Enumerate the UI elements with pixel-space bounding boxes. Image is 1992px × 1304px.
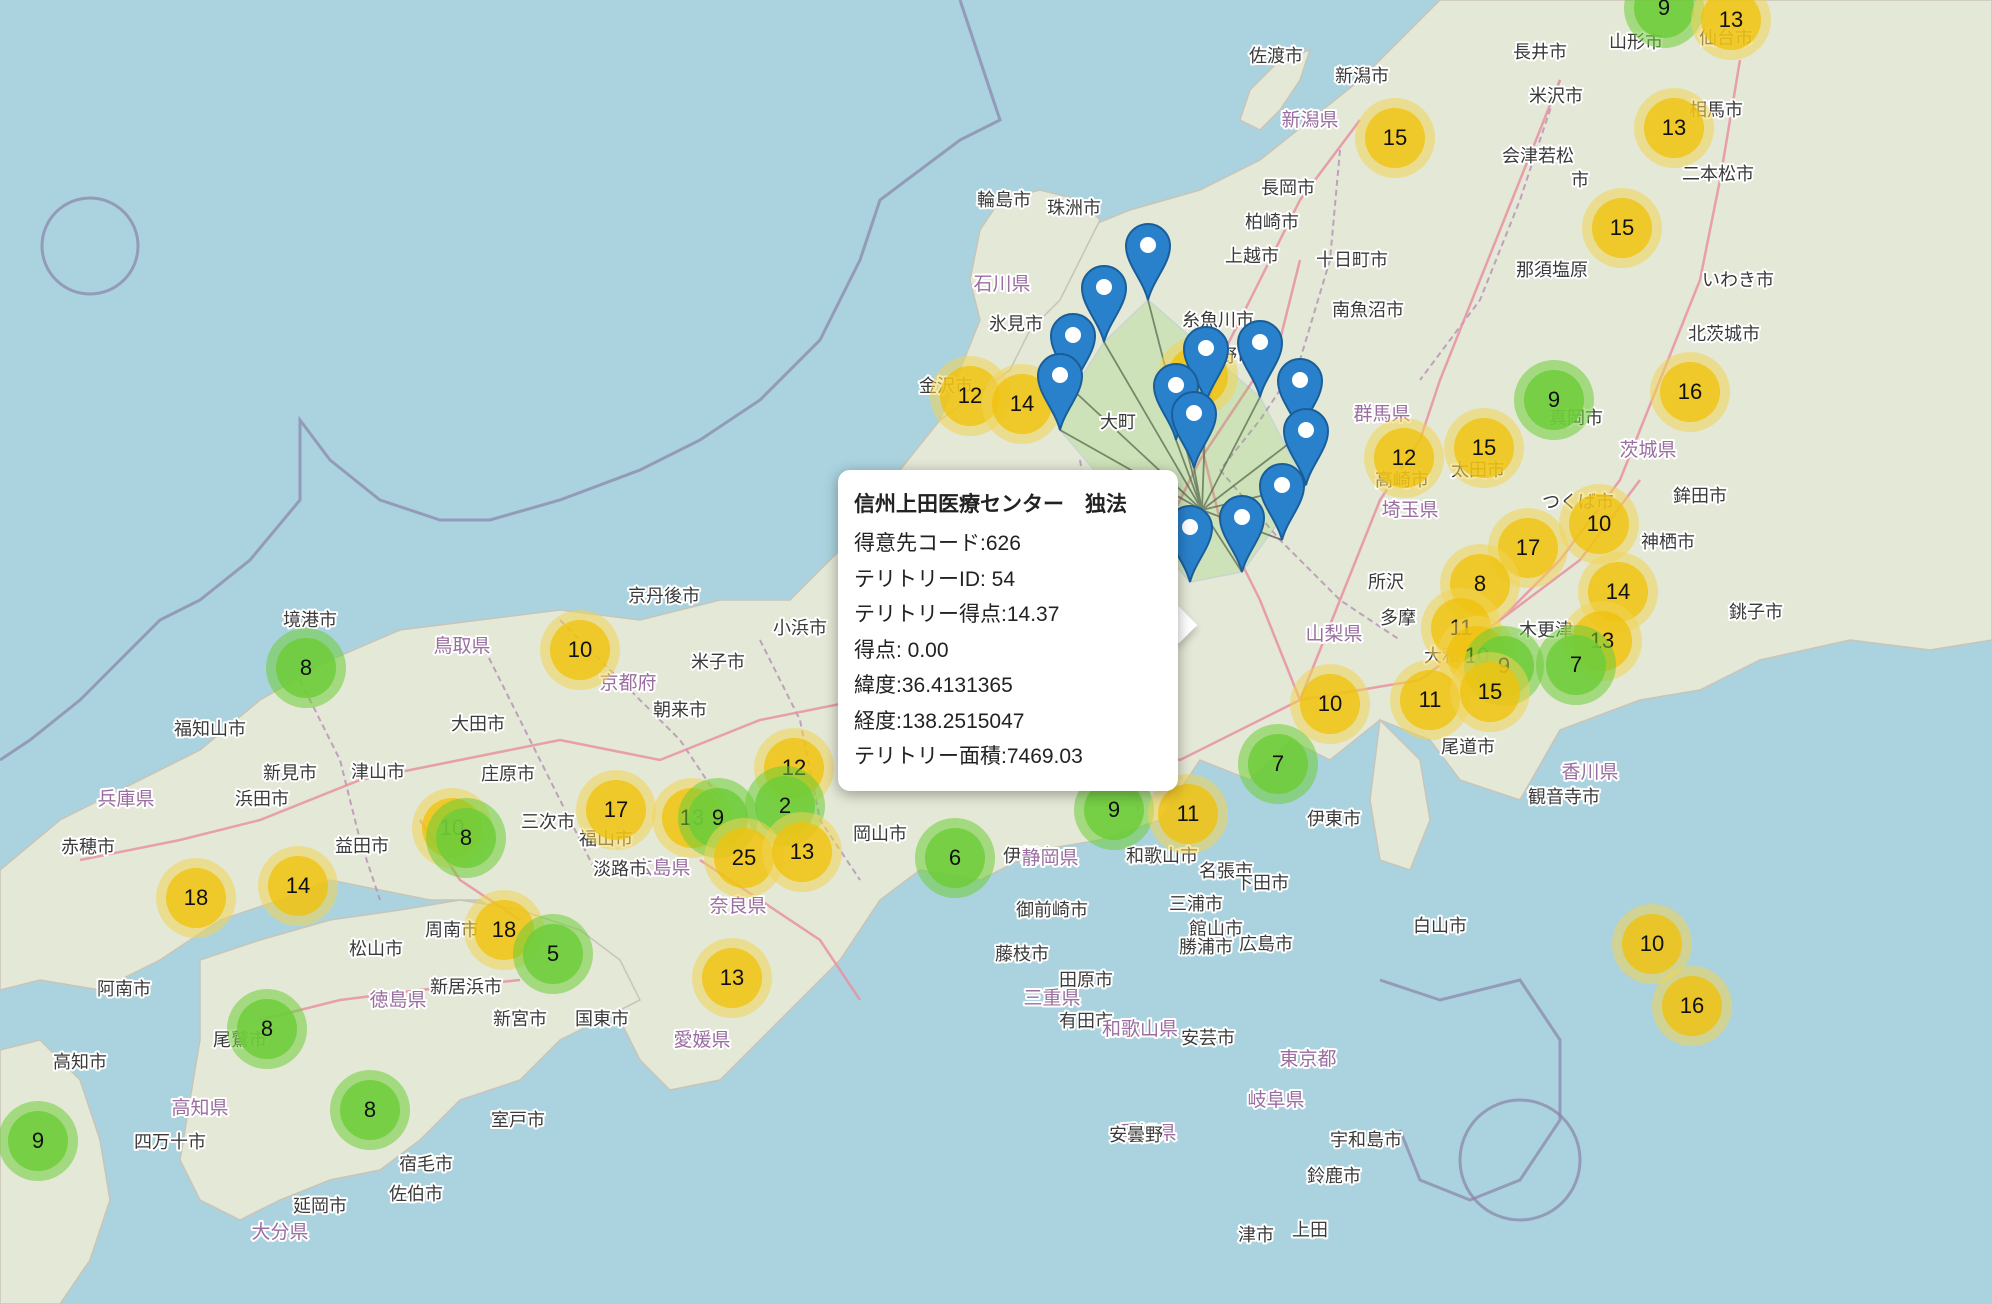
location-pin-icon[interactable] — [1235, 317, 1285, 399]
popup-row-territory-id: テリトリーID: 54 — [854, 567, 1016, 591]
marker-cluster[interactable]: 13 — [762, 812, 842, 892]
marker-cluster[interactable]: 10 — [1290, 664, 1370, 744]
cluster-count: 15 — [1454, 418, 1514, 478]
cluster-count: 13 — [772, 822, 832, 882]
location-pin-icon[interactable] — [1181, 323, 1231, 405]
cluster-count: 7 — [1546, 635, 1606, 695]
popup-row-territory-area: テリトリー面積:7469.03 — [854, 745, 1083, 768]
marker-cluster[interactable]: 14 — [982, 364, 1062, 444]
marker-cluster[interactable]: 8 — [426, 798, 506, 878]
cluster-count: 18 — [166, 868, 226, 928]
marker-cluster[interactable]: 8 — [266, 628, 346, 708]
popup-title: 信州上田医療センター 独法 — [854, 493, 1127, 516]
cluster-count: 15 — [1365, 108, 1425, 168]
cluster-count: 14 — [268, 856, 328, 916]
land-sado — [1239, 48, 1312, 131]
cluster-count: 11 — [1158, 784, 1218, 844]
cluster-count: 10 — [1622, 914, 1682, 974]
marker-cluster[interactable]: 14 — [258, 846, 338, 926]
location-pin-icon[interactable] — [1079, 262, 1129, 344]
marker-cluster[interactable]: 9 — [0, 1101, 78, 1181]
cluster-count: 10 — [1300, 674, 1360, 734]
cluster-count: 8 — [276, 638, 336, 698]
marker-cluster[interactable]: 10 — [540, 610, 620, 690]
cluster-count: 8 — [237, 999, 297, 1059]
cluster-count: 12 — [1374, 428, 1434, 488]
marker-cluster[interactable]: 18 — [156, 858, 236, 938]
land-izu — [1369, 718, 1431, 871]
cluster-count: 8 — [436, 808, 496, 868]
marker-cluster[interactable]: 7 — [1238, 724, 1318, 804]
marker-cluster[interactable]: 12 — [1364, 418, 1444, 498]
cluster-count: 6 — [925, 828, 985, 888]
popup-row-customer-code: 得意先コード:626 — [854, 532, 1021, 555]
cluster-count: 10 — [550, 620, 610, 680]
popup-row-latitude: 緯度:36.4131365 — [854, 674, 1013, 697]
marker-cluster[interactable]: 7 — [1536, 625, 1616, 705]
cluster-count: 15 — [1592, 198, 1652, 258]
location-pin-icon[interactable] — [1123, 220, 1173, 302]
marker-cluster[interactable]: 5 — [513, 914, 593, 994]
marker-cluster[interactable]: 8 — [330, 1070, 410, 1150]
cluster-count: 11 — [1400, 670, 1460, 730]
marker-cluster[interactable]: 10 — [1612, 904, 1692, 984]
popup-row-territory-score: テリトリー得点:14.37 — [854, 603, 1060, 626]
cluster-count: 15 — [1460, 662, 1520, 722]
cluster-count: 13 — [1644, 98, 1704, 158]
cluster-count: 13 — [702, 948, 762, 1008]
cluster-count: 9 — [8, 1111, 68, 1171]
location-pin-icon[interactable] — [1281, 405, 1331, 487]
marker-cluster[interactable]: 17 — [576, 770, 656, 850]
marker-cluster[interactable]: 15 — [1450, 652, 1530, 732]
marker-cluster[interactable]: 13 — [692, 938, 772, 1018]
location-pin-icon[interactable] — [1257, 460, 1307, 542]
cluster-count: 9 — [1634, 0, 1694, 38]
marker-cluster[interactable]: 15 — [1444, 408, 1524, 488]
marker-cluster[interactable]: 8 — [227, 989, 307, 1069]
marker-cluster[interactable]: 15 — [1582, 188, 1662, 268]
cluster-count: 16 — [1660, 362, 1720, 422]
cluster-count: 8 — [340, 1080, 400, 1140]
marker-cluster[interactable]: 16 — [1650, 352, 1730, 432]
marker-cluster[interactable]: 13 — [1634, 88, 1714, 168]
location-pin-icon[interactable] — [1169, 388, 1219, 470]
location-pin-icon[interactable] — [1035, 350, 1085, 432]
cluster-count: 16 — [1662, 976, 1722, 1036]
marker-cluster[interactable]: 15 — [1355, 98, 1435, 178]
marker-cluster[interactable]: 6 — [915, 818, 995, 898]
cluster-count: 9 — [1524, 370, 1584, 430]
popup-row-longitude: 経度:138.2515047 — [854, 709, 1025, 733]
popup-row-score: 得点: 0.00 — [854, 638, 949, 662]
cluster-count: 13 — [1701, 0, 1761, 50]
cluster-count: 14 — [992, 374, 1052, 434]
marker-cluster[interactable]: 9 — [1514, 360, 1594, 440]
location-pin-icon[interactable] — [1217, 492, 1267, 574]
marker-cluster[interactable]: 10 — [1559, 484, 1639, 564]
cluster-count: 10 — [1569, 494, 1629, 554]
cluster-count: 7 — [1248, 734, 1308, 794]
cluster-count: 5 — [523, 924, 583, 984]
cluster-count: 17 — [586, 780, 646, 840]
location-pin-icon[interactable] — [1048, 310, 1098, 392]
info-popup[interactable]: 信州上田医療センター 独法 得意先コード:626 テリトリーID: 54 テリト… — [838, 470, 1178, 791]
location-pin-icon[interactable] — [1275, 355, 1325, 437]
